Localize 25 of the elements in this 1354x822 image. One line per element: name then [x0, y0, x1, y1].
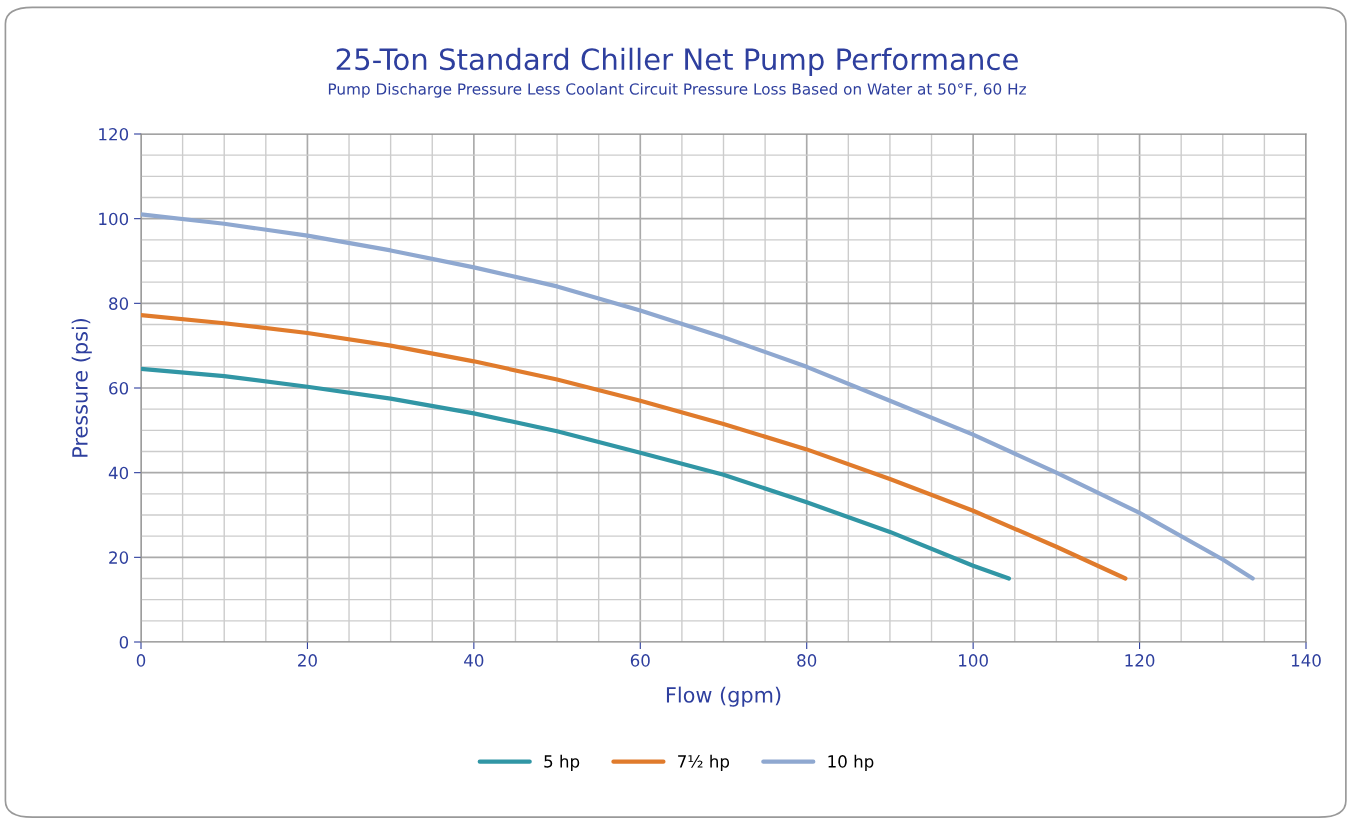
y-tick-label: 100: [99, 212, 129, 226]
x-tick-label: 0: [136, 654, 146, 667]
line-series: [141, 366, 1012, 581]
chart-title: 25-Ton Standard Chiller Net Pump Performance: [336, 47, 1018, 76]
x-tick-label: 140: [1291, 654, 1321, 667]
x-tick-label: 20: [298, 654, 317, 667]
line-series: [141, 313, 1128, 581]
y-tick-label: 20: [109, 551, 129, 564]
legend-label: 10 hp: [828, 754, 874, 771]
y-axis-title: Pressure (psi): [71, 318, 92, 457]
y-tick-label: 120: [99, 127, 129, 141]
legend-label: 5 hp: [544, 754, 580, 771]
y-tick-label: 0: [119, 635, 129, 649]
x-tick-label: 60: [630, 654, 650, 667]
y-tick-label: 80: [109, 297, 129, 310]
legend-label: 7½ hp: [678, 754, 730, 771]
x-axis-title: Flow (gpm): [666, 686, 781, 707]
y-tick-label: 40: [108, 466, 129, 480]
y-tick-label: 60: [109, 381, 129, 395]
x-tick-label: 100: [959, 654, 988, 667]
line-series: [141, 212, 1255, 581]
x-tick-label: 80: [797, 654, 817, 667]
x-tick-label: 40: [464, 654, 484, 667]
chart-subtitle: Pump Discharge Pressure Less Coolant Circuit Pressure Loss Based on Water at 50°F, 60 Hz: [328, 82, 1026, 98]
x-tick-label: 120: [1125, 654, 1155, 667]
